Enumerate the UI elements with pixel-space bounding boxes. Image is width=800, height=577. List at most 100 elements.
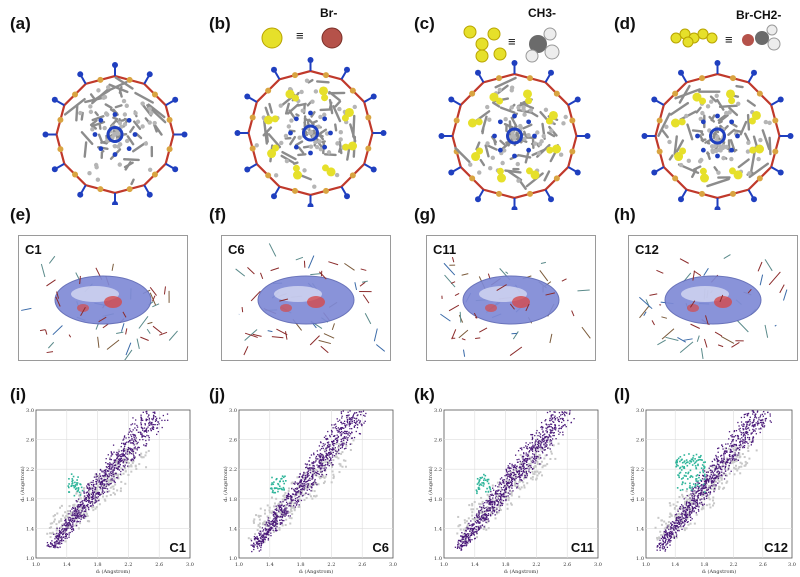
y-tick-label: 2.6 bbox=[26, 438, 34, 444]
equiv-symbol-b: ≡ bbox=[296, 28, 304, 43]
compound-label: C1 bbox=[169, 540, 186, 555]
y-tick-label: 1.8 bbox=[229, 497, 237, 503]
compound-label-f: C6 bbox=[228, 242, 245, 257]
compound-label-h: C12 bbox=[635, 242, 659, 257]
x-tick-label: 1.0 bbox=[32, 562, 40, 568]
panel-label-b: (b) bbox=[209, 14, 231, 33]
y-tick-label: 2.6 bbox=[636, 438, 644, 444]
x-tick-label: 1.0 bbox=[235, 562, 243, 568]
y-tick-label: 3.0 bbox=[26, 408, 34, 414]
legend-ch3-molecule bbox=[463, 25, 560, 63]
y-axis-label: dₑ (Angstrom) bbox=[629, 466, 636, 501]
y-tick-label: 3.0 bbox=[434, 408, 442, 414]
x-tick-label: 1.4 bbox=[471, 562, 479, 568]
x-tick-label: 1.8 bbox=[297, 562, 305, 568]
x-tick-label: 2.2 bbox=[532, 562, 540, 568]
fingerprint-plot-i: 3.0 2.6 2.2 1.8 1.4 1.01.0 1.4 1.8 2.2 2.6 3.0 dᵢ (… bbox=[19, 408, 194, 574]
hirshfeld-box-h: C12 bbox=[628, 235, 798, 361]
panel-label-g: (g) bbox=[414, 205, 436, 224]
y-tick-label: 2.6 bbox=[434, 438, 442, 444]
fingerprint-plot-k: 3.0 2.6 2.2 1.8 1.4 1.01.0 1.4 1.8 2.2 2.6 3.0 dᵢ (… bbox=[427, 408, 602, 574]
y-tick-label: 2.6 bbox=[229, 438, 237, 444]
hirshfeld-surface-e bbox=[21, 255, 178, 360]
y-tick-label: 3.0 bbox=[636, 408, 644, 414]
y-tick-label: 1.0 bbox=[229, 556, 237, 562]
legend-label-br: Br- bbox=[320, 6, 338, 20]
panel-label-e: (e) bbox=[10, 205, 31, 224]
panel-label-d: (d) bbox=[614, 14, 636, 33]
y-tick-label: 2.2 bbox=[636, 467, 644, 473]
fingerprint-plot-j: 3.0 2.6 2.2 1.8 1.4 1.01.0 1.4 1.8 2.2 2.6 3.0 dᵢ (… bbox=[222, 408, 397, 574]
equiv-symbol-d: ≡ bbox=[725, 32, 733, 47]
cage-structure-a bbox=[42, 62, 188, 205]
legend-br-atoms bbox=[261, 27, 343, 49]
cage-structure-c bbox=[438, 60, 591, 210]
x-tick-label: 1.4 bbox=[671, 562, 679, 568]
y-tick-label: 2.2 bbox=[434, 467, 442, 473]
compound-label: C6 bbox=[372, 540, 389, 555]
panel-label-k: (k) bbox=[414, 385, 435, 404]
legend-label-ch3: CH3- bbox=[528, 6, 557, 20]
panel-label-i: (i) bbox=[10, 385, 27, 404]
x-tick-label: 2.2 bbox=[124, 562, 132, 568]
hirshfeld-surface-f bbox=[235, 243, 386, 356]
y-tick-label: 1.4 bbox=[434, 526, 442, 532]
x-axis-label: dᵢ (Angstrom) bbox=[299, 568, 333, 574]
panel-label-h: (h) bbox=[614, 205, 636, 224]
y-tick-label: 1.4 bbox=[229, 526, 237, 532]
equiv-symbol-c: ≡ bbox=[508, 34, 516, 49]
panel-label-l: (l) bbox=[614, 385, 631, 404]
panel-label-j: (j) bbox=[209, 385, 226, 404]
panel-label-c: (c) bbox=[414, 14, 435, 33]
legend-label-brch2: Br-CH2- bbox=[736, 8, 782, 22]
hirshfeld-box-f: C6 bbox=[221, 235, 391, 361]
x-tick-label: 2.6 bbox=[563, 562, 571, 568]
y-tick-label: 1.0 bbox=[26, 556, 34, 562]
hirshfeld-surface-h bbox=[639, 254, 788, 359]
cage-structure-b bbox=[234, 57, 387, 207]
x-tick-label: 3.0 bbox=[389, 562, 397, 568]
y-axis-label: dₑ (Angstrom) bbox=[222, 466, 229, 501]
x-tick-label: 3.0 bbox=[186, 562, 194, 568]
y-tick-label: 1.8 bbox=[26, 497, 34, 503]
y-axis-label: dₑ (Angstrom) bbox=[19, 466, 26, 501]
x-tick-label: 2.2 bbox=[730, 562, 738, 568]
x-tick-label: 1.0 bbox=[642, 562, 650, 568]
x-tick-label: 1.4 bbox=[63, 562, 71, 568]
cage-structure-d bbox=[641, 60, 794, 210]
compound-label: C11 bbox=[571, 540, 594, 555]
x-tick-label: 3.0 bbox=[788, 562, 796, 568]
y-tick-label: 1.0 bbox=[636, 556, 644, 562]
x-axis-label: dᵢ (Angstrom) bbox=[702, 568, 736, 574]
hirshfeld-box-g: C11 bbox=[426, 235, 596, 361]
compound-label-g: C11 bbox=[433, 242, 457, 257]
compound-label-e: C1 bbox=[25, 242, 42, 257]
x-tick-label: 1.8 bbox=[700, 562, 708, 568]
x-axis-label: dᵢ (Angstrom) bbox=[504, 568, 538, 574]
x-tick-label: 1.8 bbox=[502, 562, 510, 568]
y-tick-label: 1.4 bbox=[636, 526, 644, 532]
y-tick-label: 2.2 bbox=[229, 467, 237, 473]
x-tick-label: 2.6 bbox=[358, 562, 366, 568]
x-tick-label: 2.6 bbox=[759, 562, 767, 568]
x-tick-label: 1.8 bbox=[94, 562, 102, 568]
x-tick-label: 3.0 bbox=[594, 562, 602, 568]
y-axis-label: dₑ (Angstrom) bbox=[427, 466, 434, 501]
x-axis-label: dᵢ (Angstrom) bbox=[96, 568, 130, 574]
x-tick-label: 2.6 bbox=[155, 562, 163, 568]
x-tick-label: 2.2 bbox=[327, 562, 335, 568]
legend-brch2-molecule bbox=[670, 24, 781, 51]
compound-label: C12 bbox=[764, 540, 788, 555]
panel-label-f: (f) bbox=[209, 205, 226, 224]
y-tick-label: 1.0 bbox=[434, 556, 442, 562]
y-tick-label: 1.8 bbox=[434, 497, 442, 503]
y-tick-label: 3.0 bbox=[229, 408, 237, 414]
y-tick-label: 1.8 bbox=[636, 497, 644, 503]
panel-label-a: (a) bbox=[10, 14, 31, 33]
x-tick-label: 1.4 bbox=[266, 562, 274, 568]
hirshfeld-box-e: C1 bbox=[18, 235, 188, 361]
hirshfeld-surface-g bbox=[440, 257, 591, 357]
fingerprint-plot-l: 3.0 2.6 2.2 1.8 1.4 1.01.0 1.4 1.8 2.2 2.6 3.0 dᵢ (… bbox=[629, 408, 796, 574]
x-tick-label: 1.0 bbox=[440, 562, 448, 568]
y-tick-label: 2.2 bbox=[26, 467, 34, 473]
